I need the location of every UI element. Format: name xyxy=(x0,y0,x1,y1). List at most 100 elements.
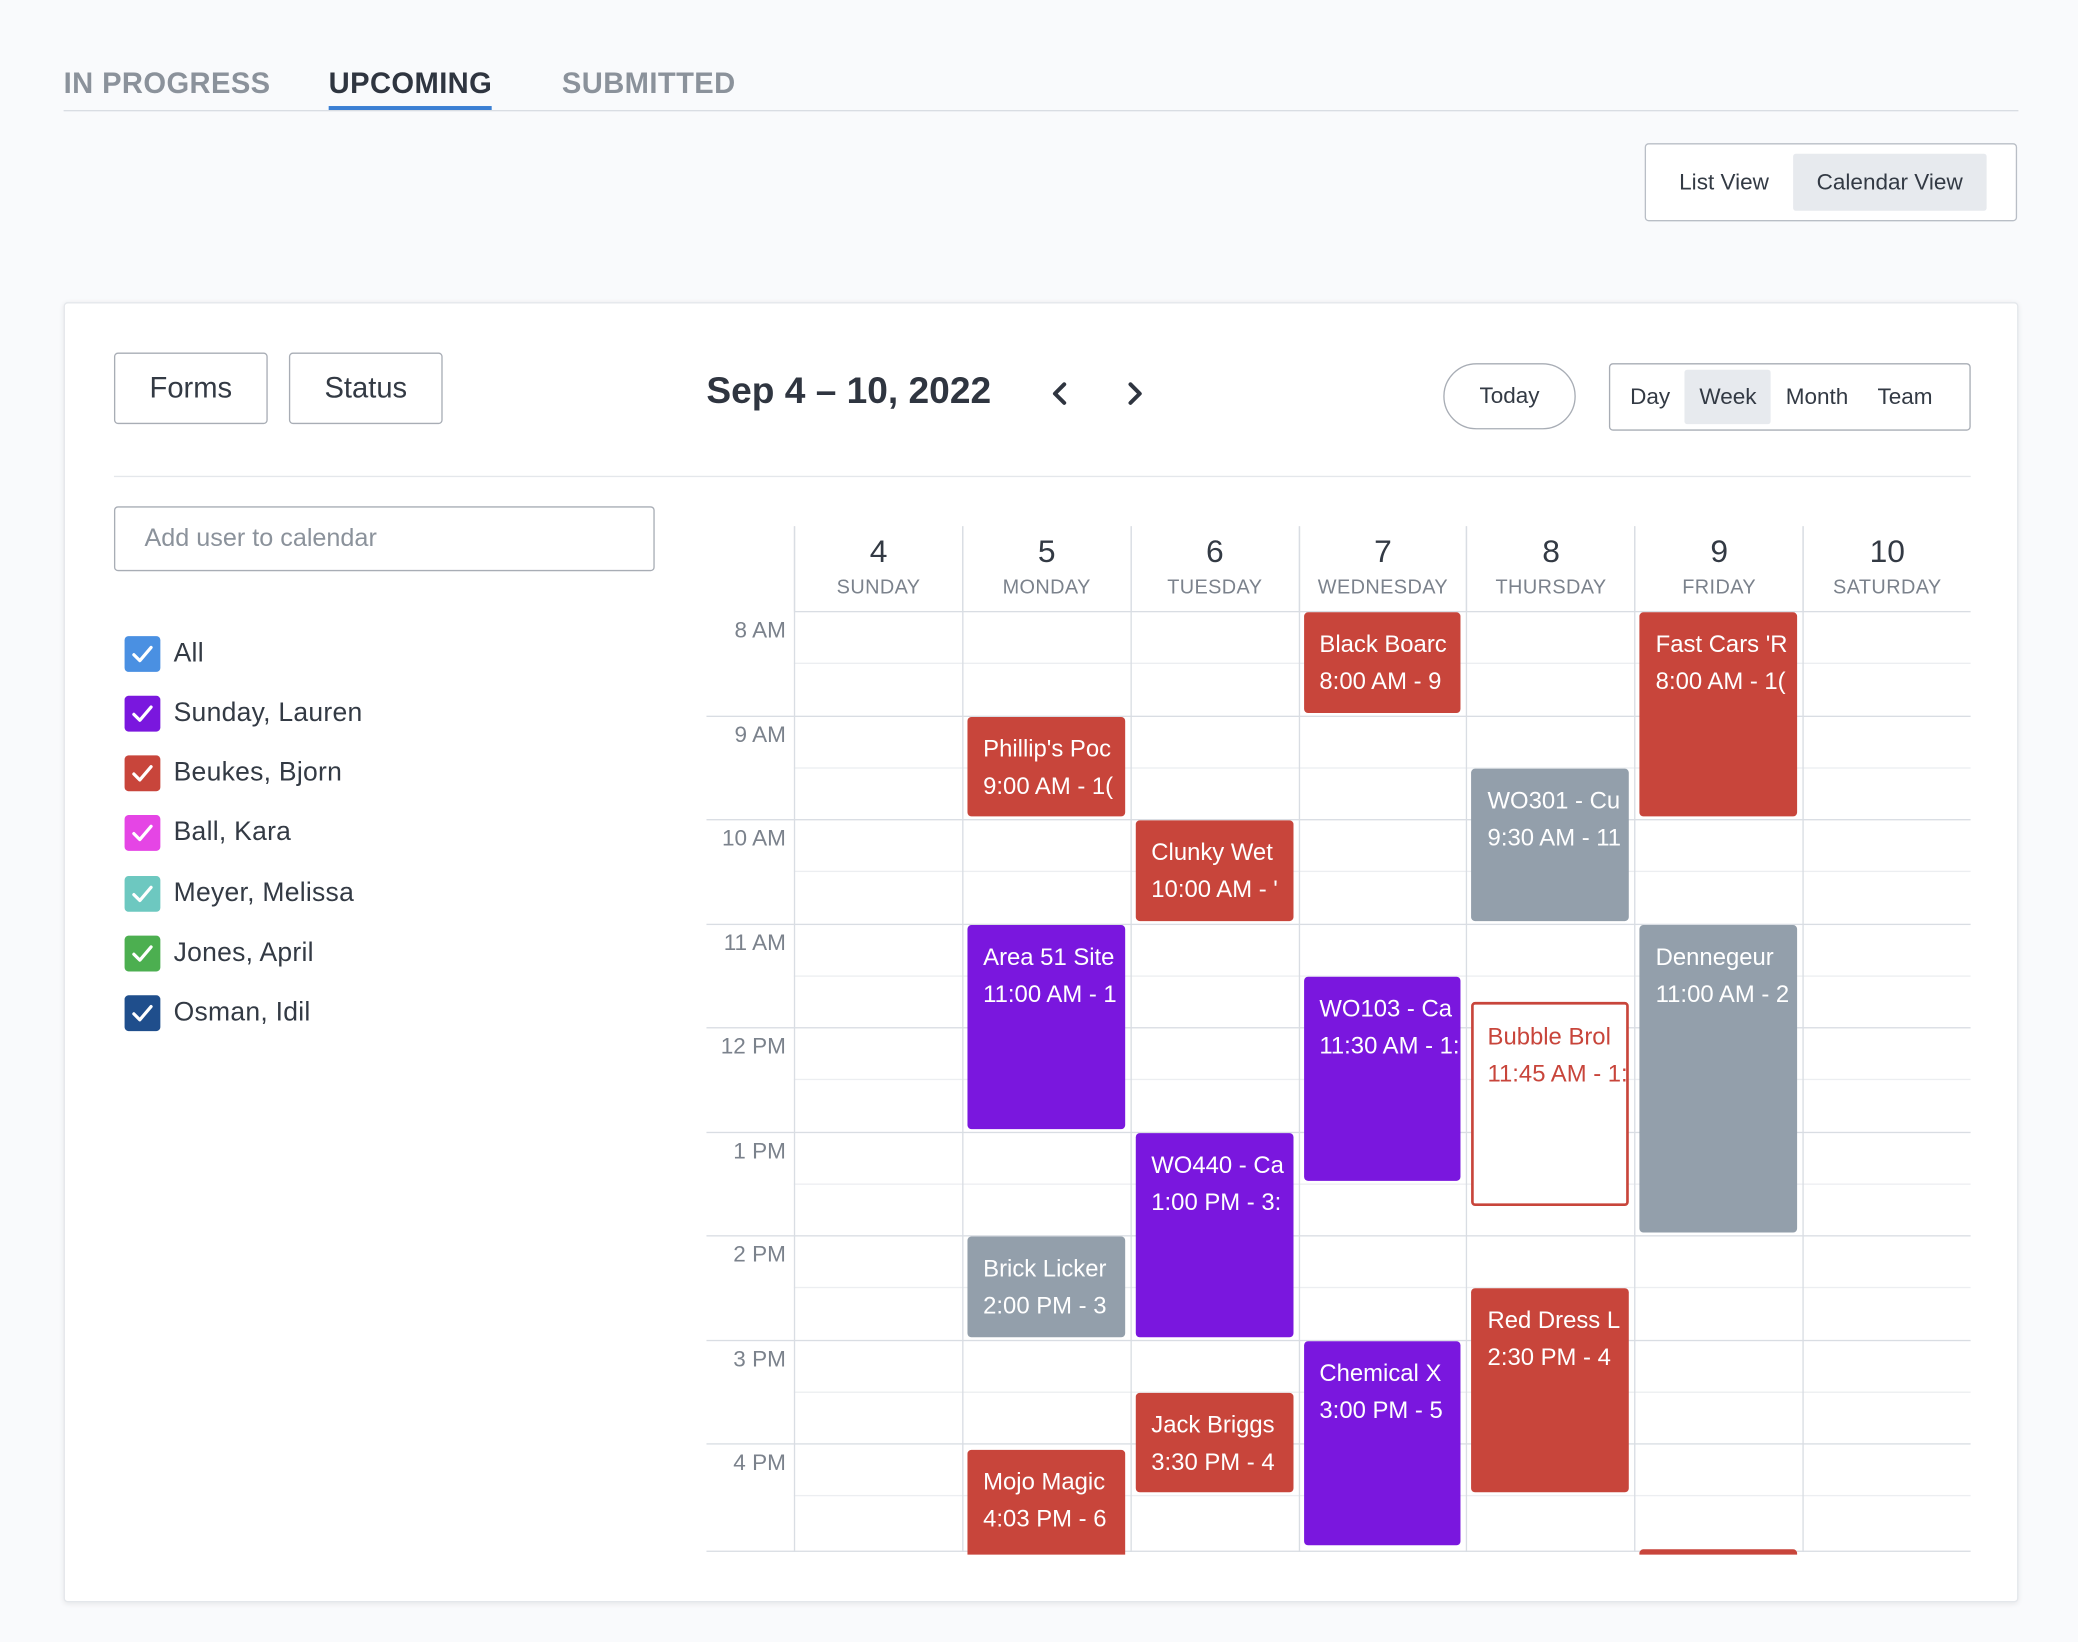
user-label: Sunday, Lauren xyxy=(173,698,363,728)
range-day-button[interactable]: Day xyxy=(1630,384,1671,410)
calendar-card: Forms Status Sep 4 – 10, 2022 Today Day … xyxy=(63,302,2019,1603)
day-name: THURSDAY xyxy=(1495,576,1607,600)
calendar-event[interactable]: Phillip's Poc 9:00 AM - 1( xyxy=(967,716,1125,817)
calendar-view-button[interactable]: Calendar View xyxy=(1792,153,1987,211)
day-number: 6 xyxy=(1205,534,1224,570)
hour-line xyxy=(706,714,1971,717)
day-number: 10 xyxy=(1869,534,1905,570)
event-time: 11:00 AM - 2 xyxy=(1655,980,1790,1007)
calendar-event[interactable]: Fast Cars 'R 8:00 AM - 1( xyxy=(1639,612,1798,817)
user-checkbox[interactable] xyxy=(124,755,161,792)
list-view-button[interactable]: List View xyxy=(1679,169,1769,195)
user-filter-item[interactable]: All xyxy=(124,635,204,672)
next-week-button[interactable] xyxy=(1119,376,1151,410)
event-time: 4:03 PM - 6 xyxy=(983,1505,1107,1532)
calendar-event[interactable]: WO301 - Cu 9:30 AM - 11 xyxy=(1471,768,1630,921)
calendar-event[interactable]: WO103 - Ca 11:30 AM - 1: xyxy=(1303,976,1462,1181)
range-team-button[interactable]: Team xyxy=(1877,384,1933,410)
calendar-event[interactable]: Dennegeur 11:00 AM - 2 xyxy=(1639,924,1798,1233)
event-time: 11:30 AM - 1: xyxy=(1319,1032,1460,1059)
calendar-event[interactable]: Red Dress L 2:30 PM - 4 xyxy=(1471,1288,1630,1493)
range-week-button[interactable]: Week xyxy=(1684,369,1772,425)
calendar-event[interactable]: Clunky Wet 10:00 AM - ' xyxy=(1135,820,1293,921)
time-label: 3 PM xyxy=(733,1345,786,1372)
check-icon xyxy=(132,765,153,782)
event-time: 10:00 AM - ' xyxy=(1151,876,1278,903)
user-label: Meyer, Melissa xyxy=(173,878,355,908)
user-filter-item[interactable]: Osman, Idil xyxy=(124,995,311,1032)
user-label: Osman, Idil xyxy=(173,998,311,1028)
check-icon xyxy=(132,1005,153,1022)
status-filter-button[interactable]: Status xyxy=(288,352,443,425)
user-filter-item[interactable]: Ball, Kara xyxy=(124,815,292,852)
add-user-input[interactable] xyxy=(113,506,655,572)
event-time: 1:00 PM - 3: xyxy=(1151,1188,1282,1215)
calendar-event[interactable]: Bubble Brol 11:45 AM - 1: xyxy=(1471,1002,1630,1207)
half-hour-line xyxy=(793,975,1971,977)
event-title: Mojo Magic xyxy=(983,1468,1106,1495)
date-range-title: Sep 4 – 10, 2022 xyxy=(706,369,992,411)
range-month-button[interactable]: Month xyxy=(1785,384,1849,410)
event-title: Fast Cars 'R xyxy=(1655,630,1788,658)
calendar-event[interactable] xyxy=(1639,1548,1798,1555)
calendar-event[interactable]: Jack Briggs 3:30 PM - 4 xyxy=(1135,1392,1293,1493)
time-label: 12 PM xyxy=(720,1033,786,1059)
calendar-event[interactable]: Brick Licker 2:00 PM - 3 xyxy=(967,1236,1125,1337)
user-filter-item[interactable]: Sunday, Lauren xyxy=(124,695,363,732)
user-label: Ball, Kara xyxy=(173,818,292,848)
calendar-event[interactable]: Mojo Magic 4:03 PM - 6 xyxy=(967,1449,1125,1555)
half-hour-line xyxy=(793,871,1971,873)
calendar-event[interactable]: Chemical X 3:00 PM - 5 xyxy=(1303,1340,1462,1545)
user-checkbox[interactable] xyxy=(124,695,161,732)
event-time: 11:45 AM - 1: xyxy=(1487,1060,1628,1088)
user-checkbox[interactable] xyxy=(124,875,161,912)
event-time: 11:00 AM - 1 xyxy=(983,980,1117,1007)
day-name: SATURDAY xyxy=(1833,576,1942,600)
user-filter-item[interactable]: Meyer, Melissa xyxy=(124,875,355,912)
day-header-saturday: 10 SATURDAY xyxy=(1802,526,1971,611)
user-checkbox[interactable] xyxy=(124,995,161,1032)
calendar-event[interactable]: Area 51 Site 11:00 AM - 1 xyxy=(967,924,1125,1129)
day-column-line xyxy=(961,526,964,1552)
time-label: 10 AM xyxy=(722,825,786,851)
day-name: MONDAY xyxy=(1002,576,1091,600)
day-number: 8 xyxy=(1542,534,1560,570)
header-bottom-line xyxy=(793,610,1971,613)
today-button[interactable]: Today xyxy=(1443,363,1576,430)
user-filter-item[interactable]: Beukes, Bjorn xyxy=(124,755,343,792)
day-header-friday: 9 FRIDAY xyxy=(1634,526,1802,611)
day-header-sunday: 4 SUNDAY xyxy=(793,526,962,611)
time-label: 4 PM xyxy=(733,1449,786,1476)
user-checkbox[interactable] xyxy=(124,935,161,972)
user-label: Beukes, Bjorn xyxy=(173,758,343,788)
event-title: WO301 - Cu xyxy=(1487,786,1621,814)
user-label: Jones, April xyxy=(173,938,314,968)
event-time: 9:30 AM - 11 xyxy=(1487,824,1622,851)
event-time: 2:00 PM - 3 xyxy=(983,1292,1107,1319)
day-column-line xyxy=(1634,526,1636,1552)
user-label: All xyxy=(173,638,204,668)
tab-in-progress[interactable]: IN PROGRESS xyxy=(63,66,271,100)
event-time: 8:00 AM - 1( xyxy=(1655,667,1786,695)
time-label: 1 PM xyxy=(733,1137,786,1163)
event-title: Red Dress L xyxy=(1487,1307,1621,1334)
user-checkbox[interactable] xyxy=(124,635,161,672)
tab-upcoming[interactable]: UPCOMING xyxy=(328,66,493,110)
previous-week-button[interactable] xyxy=(1044,376,1076,410)
grid-bottom-line xyxy=(706,1549,1971,1552)
day-header-thursday: 8 THURSDAY xyxy=(1466,526,1634,611)
user-filter-item[interactable]: Jones, April xyxy=(124,935,314,972)
day-column-line xyxy=(1130,526,1132,1552)
user-checkbox[interactable] xyxy=(124,815,161,852)
calendar-event[interactable]: Black Boarc 8:00 AM - 9 xyxy=(1303,612,1462,713)
event-time: 8:00 AM - 9 xyxy=(1319,667,1442,695)
day-number: 4 xyxy=(869,534,888,570)
forms-filter-button[interactable]: Forms xyxy=(113,352,268,425)
day-name: SUNDAY xyxy=(836,576,921,600)
calendar-event[interactable]: WO440 - Ca 1:00 PM - 3: xyxy=(1135,1132,1293,1337)
event-title: Phillip's Poc xyxy=(983,734,1112,762)
check-icon xyxy=(132,885,153,902)
time-label: 8 AM xyxy=(734,617,786,643)
tab-submitted[interactable]: SUBMITTED xyxy=(561,66,736,100)
check-icon xyxy=(132,645,153,662)
